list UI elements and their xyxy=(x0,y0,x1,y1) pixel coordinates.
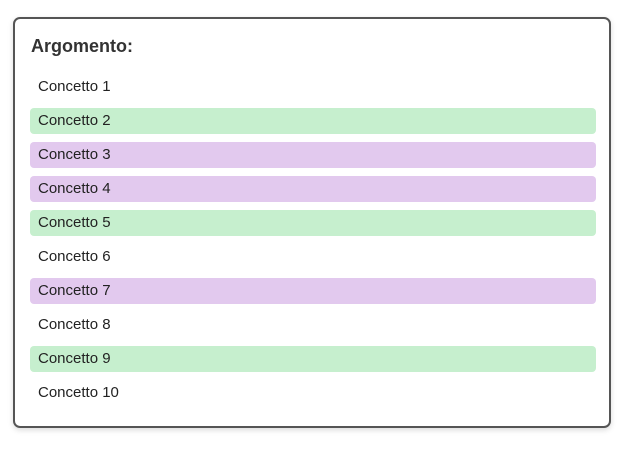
list-item[interactable]: Concetto 8 xyxy=(38,316,111,333)
list-item[interactable]: Concetto 3 xyxy=(30,142,596,168)
topic-panel: Argomento: Concetto 1 Concetto 2 Concetto … xyxy=(13,17,611,428)
list-item[interactable]: Concetto 1 xyxy=(38,78,111,95)
list-item[interactable]: Concetto 5 xyxy=(30,210,596,236)
list-item[interactable]: Concetto 2 xyxy=(30,108,596,134)
list-item[interactable]: Concetto 4 xyxy=(30,176,596,202)
list-item[interactable]: Concetto 7 xyxy=(30,278,596,304)
concept-list: Concetto 1 Concetto 2 Concetto 3 Concetto 4… xyxy=(30,74,596,414)
list-item[interactable]: Concetto 6 xyxy=(38,248,111,265)
list-item[interactable]: Concetto 10 xyxy=(38,384,119,401)
panel-title: Argomento: xyxy=(31,36,133,56)
list-item[interactable]: Concetto 9 xyxy=(30,346,596,372)
